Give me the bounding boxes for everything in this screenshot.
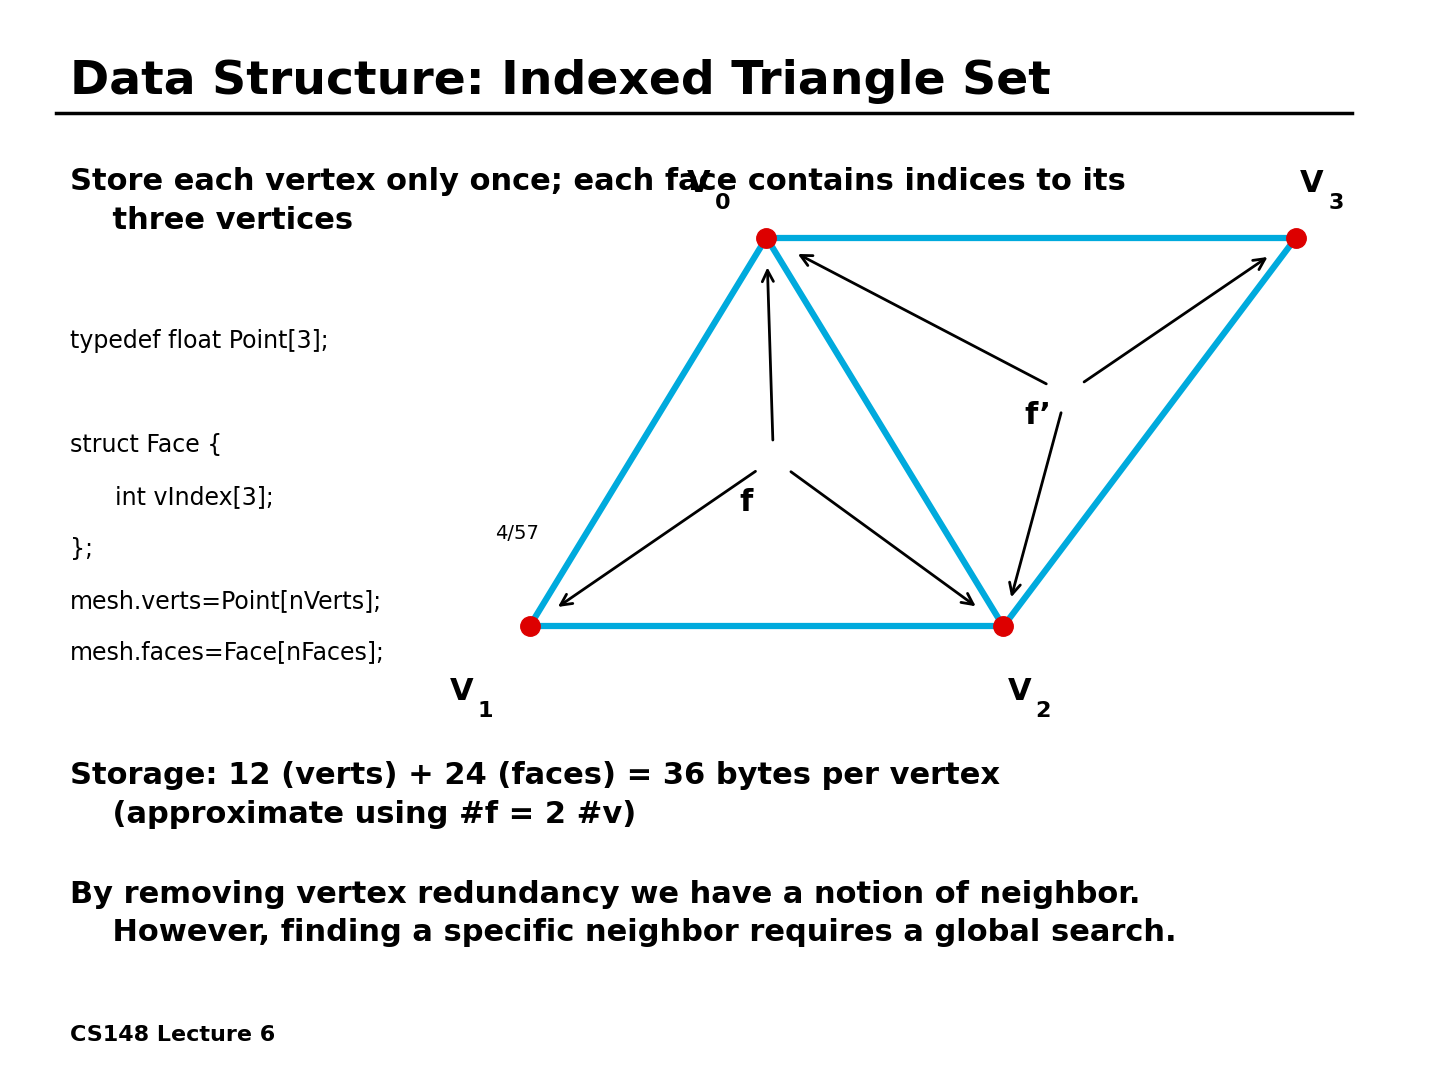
Text: V: V — [451, 677, 474, 705]
Text: typedef float Point[3];: typedef float Point[3]; — [69, 329, 328, 353]
Text: mesh.faces=Face[nFaces];: mesh.faces=Face[nFaces]; — [69, 640, 384, 664]
Text: V: V — [687, 170, 711, 198]
Text: 3: 3 — [1328, 193, 1344, 213]
Text: 2: 2 — [1035, 701, 1051, 720]
Text: Data Structure: Indexed Triangle Set: Data Structure: Indexed Triangle Set — [69, 59, 1051, 105]
Text: V: V — [1008, 677, 1031, 705]
Text: f: f — [739, 488, 752, 516]
Text: 1: 1 — [478, 701, 494, 720]
Text: };: }; — [69, 537, 92, 561]
Text: V: V — [1300, 170, 1323, 198]
Text: By removing vertex redundancy we have a notion of neighbor.
    However, finding: By removing vertex redundancy we have a … — [69, 880, 1176, 947]
Text: 0: 0 — [714, 193, 730, 213]
Text: mesh.verts=Point[nVerts];: mesh.verts=Point[nVerts]; — [69, 589, 382, 612]
Text: int vIndex[3];: int vIndex[3]; — [69, 485, 274, 509]
Text: Storage: 12 (verts) + 24 (faces) = 36 bytes per vertex
    (approximate using #f: Storage: 12 (verts) + 24 (faces) = 36 by… — [69, 761, 999, 828]
Text: 4/57: 4/57 — [495, 524, 539, 543]
Text: f’: f’ — [1025, 402, 1051, 430]
Text: Store each vertex only once; each face contains indices to its
    three vertice: Store each vertex only once; each face c… — [69, 167, 1126, 234]
Text: CS148 Lecture 6: CS148 Lecture 6 — [69, 1025, 275, 1045]
Text: struct Face {: struct Face { — [69, 433, 222, 457]
